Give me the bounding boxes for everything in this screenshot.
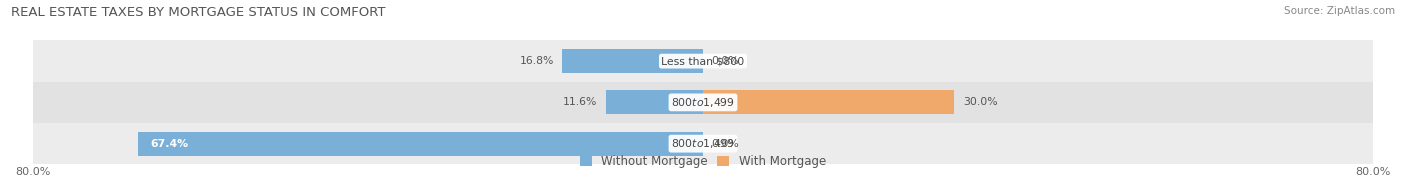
Text: 30.0%: 30.0% bbox=[963, 97, 997, 107]
Text: REAL ESTATE TAXES BY MORTGAGE STATUS IN COMFORT: REAL ESTATE TAXES BY MORTGAGE STATUS IN … bbox=[11, 6, 385, 19]
Bar bbox=[703, 90, 955, 114]
Bar bbox=[32, 41, 1374, 82]
Legend: Without Mortgage, With Mortgage: Without Mortgage, With Mortgage bbox=[581, 155, 825, 168]
Text: 67.4%: 67.4% bbox=[150, 139, 188, 149]
Text: 0.0%: 0.0% bbox=[711, 139, 740, 149]
Text: Source: ZipAtlas.com: Source: ZipAtlas.com bbox=[1284, 6, 1395, 16]
Text: 16.8%: 16.8% bbox=[519, 56, 554, 66]
Text: 0.0%: 0.0% bbox=[711, 56, 740, 66]
Bar bbox=[32, 123, 1374, 164]
Bar bbox=[606, 90, 703, 114]
Text: 11.6%: 11.6% bbox=[562, 97, 598, 107]
Bar bbox=[138, 132, 703, 156]
Bar bbox=[32, 82, 1374, 123]
Text: Less than $800: Less than $800 bbox=[661, 56, 745, 66]
Text: $800 to $1,499: $800 to $1,499 bbox=[671, 137, 735, 150]
Bar bbox=[562, 49, 703, 73]
Text: $800 to $1,499: $800 to $1,499 bbox=[671, 96, 735, 109]
